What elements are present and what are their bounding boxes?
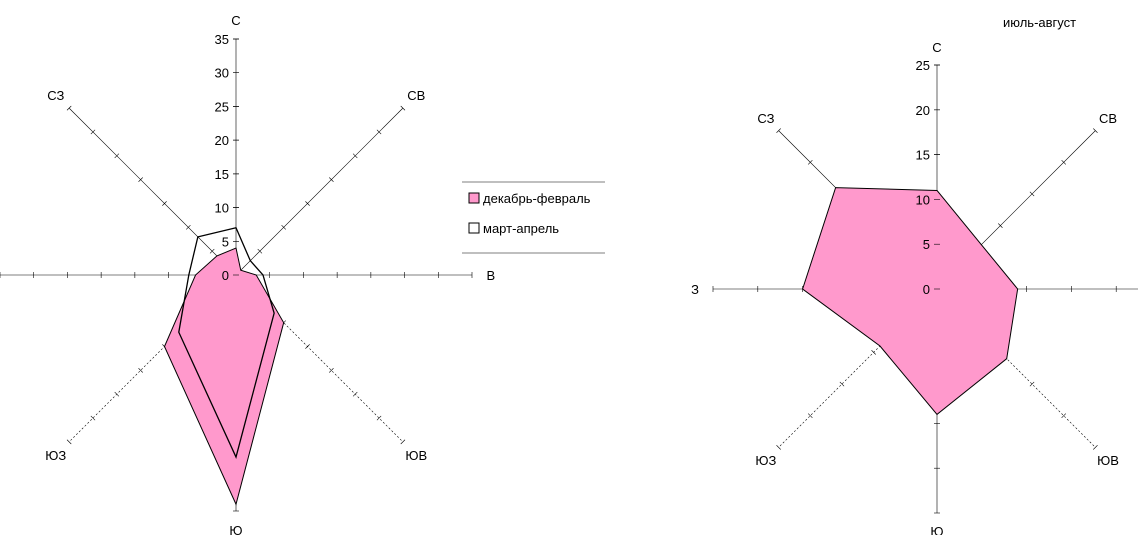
spoke-7	[68, 107, 237, 276]
legend-entry-1: март-апрель	[483, 221, 559, 236]
axis-tick-label-3: 15	[215, 167, 229, 182]
direction-label-6: З	[691, 282, 699, 297]
tick-mark	[185, 224, 191, 230]
axis-tick-label-0: 0	[222, 268, 229, 283]
tick-mark	[329, 177, 334, 182]
tick-mark	[138, 368, 143, 373]
legend: декабрь-февраль март-апрель	[462, 181, 605, 254]
series-0-area	[163, 247, 285, 506]
chart2-title: июль-август	[1003, 15, 1076, 30]
direction-label-3: ЮВ	[1097, 453, 1119, 468]
tick-mark	[329, 368, 334, 373]
tick-mark	[1029, 381, 1035, 387]
tick-mark	[66, 105, 72, 111]
tick-mark	[1061, 159, 1067, 165]
direction-label-4: Ю	[930, 524, 943, 535]
axis-tick-label-2: 10	[916, 192, 930, 207]
tick-mark	[305, 201, 310, 206]
direction-label-0: С	[932, 40, 941, 55]
axis-tick-label-1: 5	[222, 234, 229, 249]
tick-mark	[114, 391, 120, 397]
tick-mark	[257, 248, 263, 254]
series-0-area	[802, 187, 1019, 416]
tick-mark	[162, 201, 167, 206]
direction-label-1: СВ	[407, 88, 425, 103]
axis-tick-label-4: 20	[215, 133, 229, 148]
spoke-1	[235, 107, 404, 276]
tick-mark	[776, 128, 781, 133]
wind-rose-summer: ССВВЮВЮЮЗЗСЗ0510152025	[691, 40, 1138, 535]
legend-swatch-outline	[468, 222, 480, 234]
tick-mark	[114, 153, 120, 159]
tick-mark	[352, 153, 358, 159]
axis-tick-label-6: 30	[215, 66, 229, 81]
axis-tick-label-4: 20	[916, 103, 930, 118]
tick-mark	[807, 159, 813, 165]
tick-mark	[1029, 191, 1035, 197]
direction-label-7: СЗ	[47, 88, 64, 103]
tick-mark	[871, 350, 876, 355]
legend-swatch-filled	[468, 192, 480, 204]
direction-label-1: СВ	[1099, 111, 1117, 126]
direction-label-7: СЗ	[757, 111, 774, 126]
axis-tick-label-2: 10	[215, 201, 229, 216]
direction-label-5: ЮЗ	[755, 453, 776, 468]
axis-tick-label-3: 15	[916, 148, 930, 163]
tick-mark	[138, 177, 143, 182]
tick-mark	[376, 129, 382, 135]
tick-mark	[66, 439, 72, 445]
tick-mark	[807, 413, 813, 419]
tick-mark	[839, 381, 845, 387]
wind-rose-winter-spring: ССВВЮВЮЮЗЗСЗ05101520253035	[0, 13, 495, 535]
direction-label-3: ЮВ	[405, 448, 427, 463]
tick-mark	[400, 439, 406, 445]
axis-tick-label-1: 5	[923, 237, 930, 252]
spoke-5	[68, 274, 237, 443]
tick-mark	[998, 223, 1003, 228]
tick-mark	[305, 344, 310, 349]
tick-mark	[352, 391, 358, 397]
axis-tick-label-5: 25	[215, 99, 229, 114]
axis-tick-label-7: 35	[215, 32, 229, 47]
tick-mark	[1093, 128, 1098, 133]
legend-entry-0: декабрь-февраль	[483, 191, 591, 206]
spoke-3	[235, 274, 404, 443]
direction-label-4: Ю	[229, 523, 242, 535]
direction-label-0: С	[231, 13, 240, 28]
tick-mark	[90, 415, 96, 421]
direction-label-5: ЮЗ	[45, 448, 66, 463]
tick-mark	[400, 105, 406, 111]
axis-tick-label-5: 25	[916, 58, 930, 73]
series-1-area	[178, 227, 275, 459]
tick-mark	[1093, 445, 1098, 450]
tick-mark	[281, 224, 287, 230]
tick-mark	[1061, 413, 1067, 419]
tick-mark	[776, 445, 781, 450]
tick-mark	[376, 415, 382, 421]
tick-mark	[90, 129, 96, 135]
direction-label-2: В	[487, 268, 496, 283]
tick-mark	[209, 248, 215, 254]
axis-tick-label-0: 0	[923, 282, 930, 297]
